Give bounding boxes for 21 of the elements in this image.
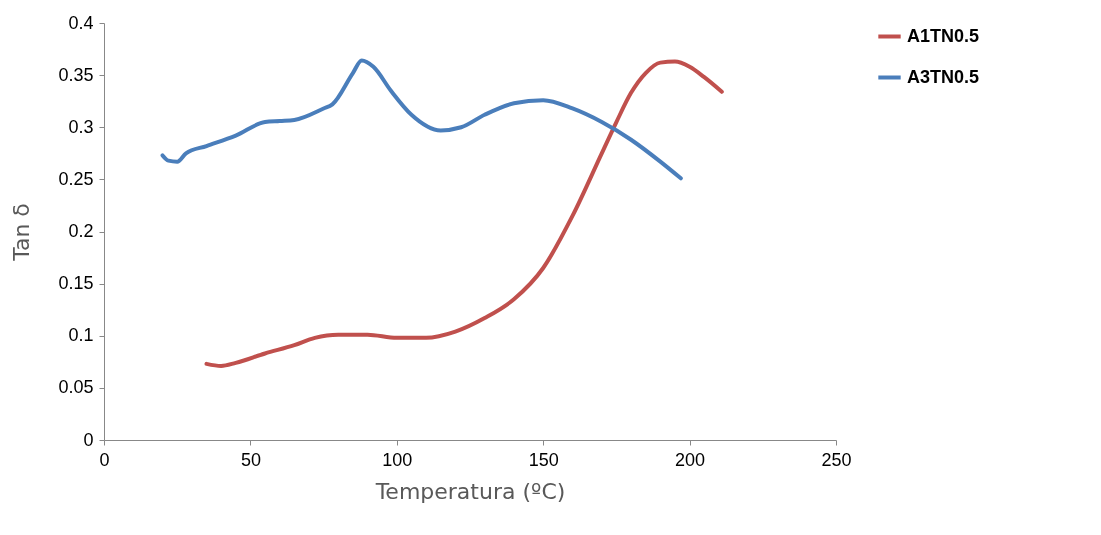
x-tick-label: 150 — [528, 449, 559, 470]
x-tick-label: 200 — [675, 449, 706, 470]
x-tick-label: 250 — [821, 449, 852, 470]
line-series — [160, 58, 683, 181]
y-tick-label: 0.2 — [68, 221, 94, 241]
legend-label: A1TN0.5 — [907, 25, 980, 46]
legend-label: A3TN0.5 — [907, 66, 980, 87]
x-axis-title: Temperatura (ºC) — [374, 478, 566, 504]
y-tick-label: 0.25 — [58, 168, 94, 189]
line-series — [204, 59, 724, 368]
x-tick-label: 0 — [99, 449, 110, 470]
y-tick-label: 0.4 — [68, 12, 94, 33]
y-tick-label: 0.35 — [58, 64, 94, 85]
y-tick-label: 0.3 — [68, 116, 94, 137]
y-tick-label: 0.15 — [58, 273, 94, 294]
y-tick-label: 0.1 — [68, 325, 94, 346]
x-tick-label: 50 — [240, 449, 261, 470]
x-tick-label: 100 — [382, 449, 413, 470]
y-axis-title: Tan δ — [9, 203, 35, 262]
y-tick-label: 0 — [83, 429, 94, 450]
y-tick-label: 0.05 — [58, 377, 94, 398]
